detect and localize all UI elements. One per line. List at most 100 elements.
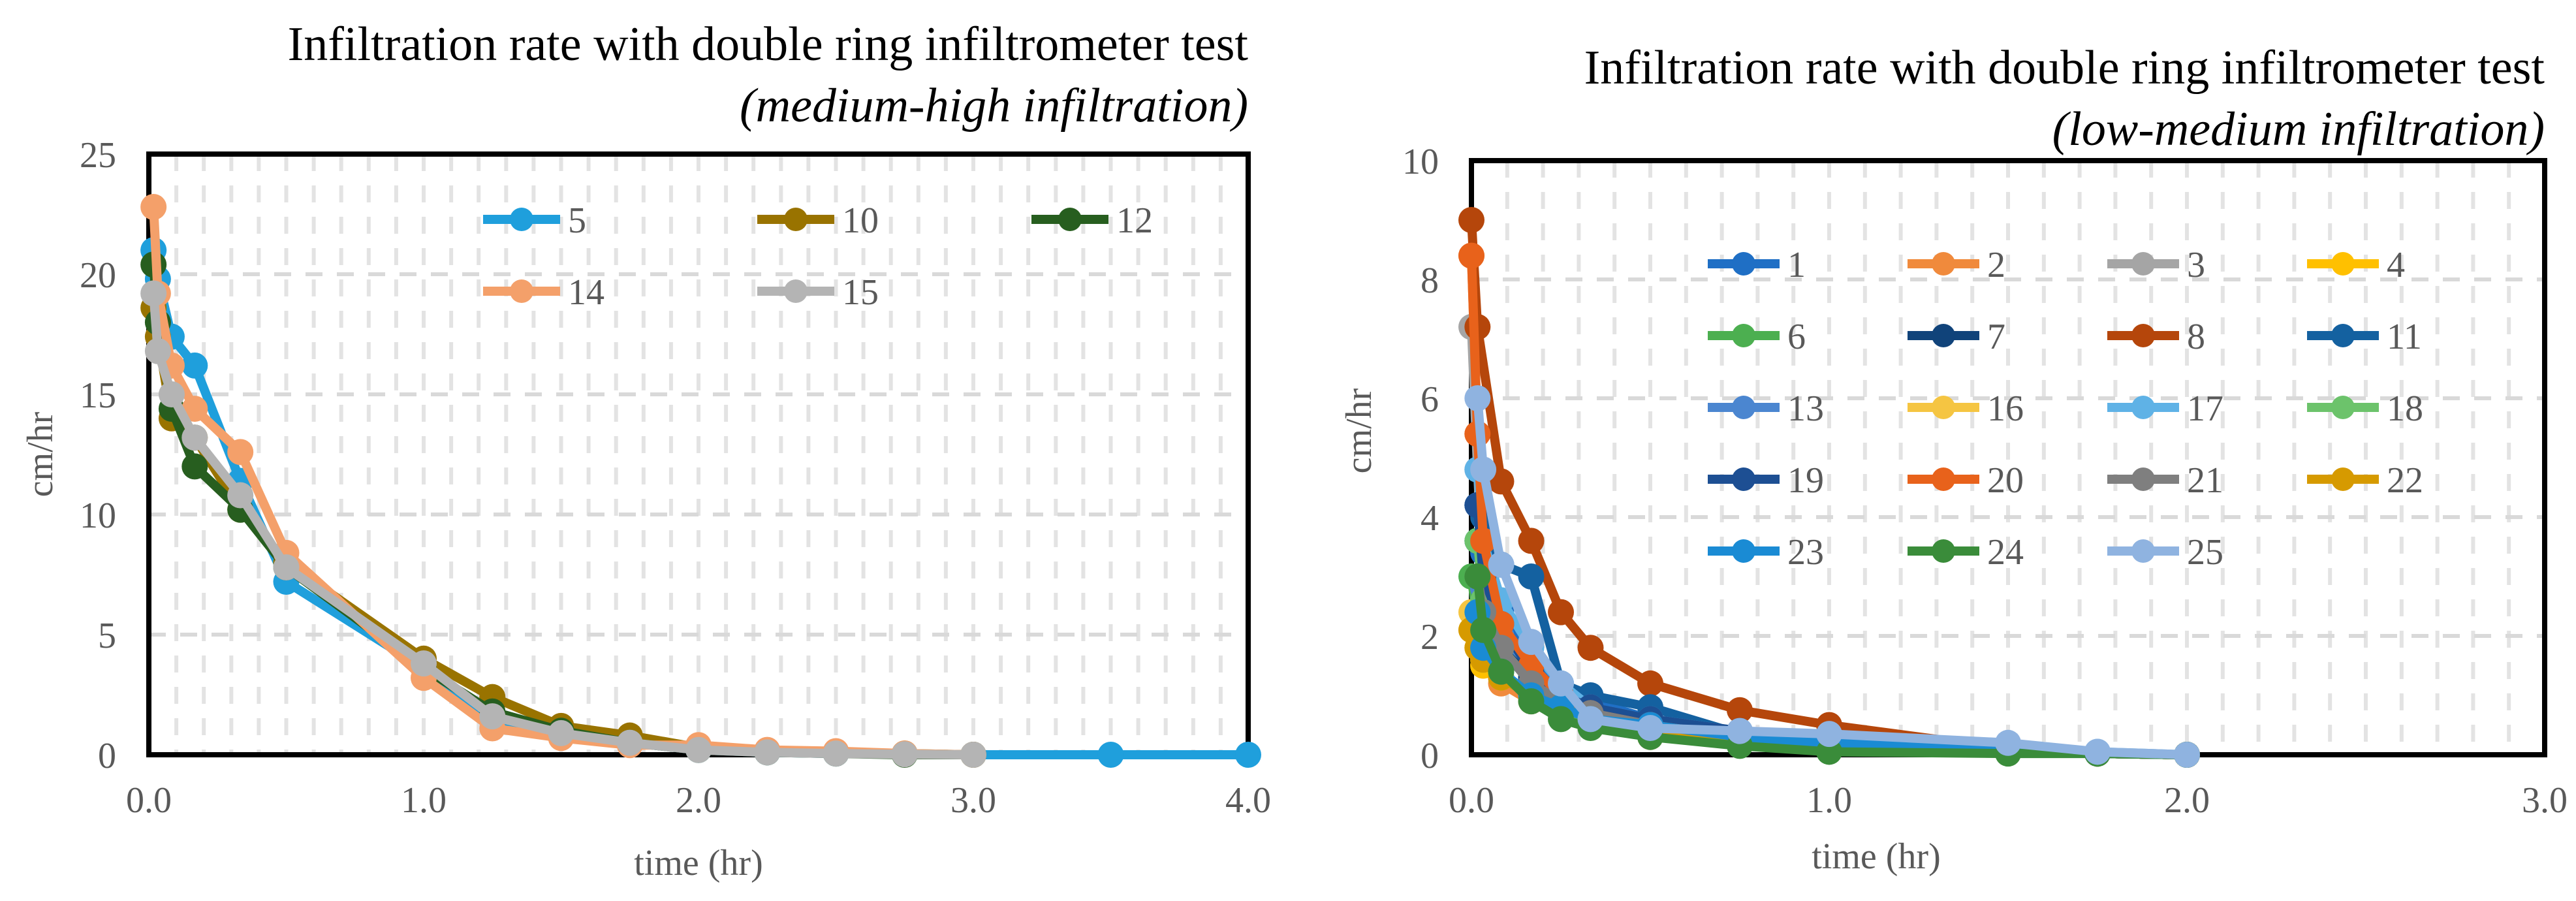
legend-item-1: 1 — [1708, 245, 1806, 285]
chart-2-x-ticks: 0.0 1.0 2.0 3.0 — [1449, 780, 2568, 821]
data-point — [1488, 551, 1515, 578]
legend-item-2: 2 — [1908, 245, 2005, 285]
legend-label: 17 — [2187, 388, 2223, 429]
legend-label: 24 — [1987, 532, 2024, 573]
chart-1: Infiltration rate with double ring infil… — [20, 18, 1271, 883]
data-point — [1637, 670, 1663, 697]
y-tick-label: 0 — [1421, 736, 1439, 776]
legend-label: 3 — [2187, 245, 2205, 285]
data-point — [140, 193, 167, 220]
data-point — [1577, 706, 1604, 733]
data-point — [227, 482, 254, 509]
chart-1-title: Infiltration rate with double ring infil… — [288, 18, 1249, 71]
legend-label: 5 — [568, 200, 586, 241]
data-point — [754, 739, 781, 766]
legend-item-12: 12 — [1031, 200, 1153, 241]
legend-swatch-marker — [1932, 324, 1955, 347]
y-tick-label: 10 — [1402, 142, 1439, 182]
x-tick-label: 3.0 — [2522, 780, 2568, 821]
data-point — [144, 338, 171, 364]
data-point — [181, 453, 208, 480]
legend-swatch-marker — [2131, 252, 2155, 276]
legend-item-6: 6 — [1708, 317, 1806, 357]
data-point — [411, 650, 437, 677]
legend-label: 21 — [2187, 460, 2223, 501]
legend-swatch-marker — [1732, 467, 1755, 491]
legend-swatch-marker — [510, 208, 533, 231]
legend-swatch-marker — [1932, 252, 1955, 276]
legend-item-3: 3 — [2107, 245, 2205, 285]
chart-2-y-ticks: 0 2 4 6 8 10 — [1402, 142, 1439, 776]
data-point — [1548, 706, 1574, 733]
data-point — [227, 439, 254, 466]
data-point — [1518, 629, 1545, 656]
legend-swatch-marker — [1932, 467, 1955, 491]
legend-item-23: 23 — [1708, 532, 1824, 573]
data-point — [1637, 715, 1663, 742]
legend-swatch-marker — [2131, 539, 2155, 563]
data-point — [1518, 528, 1545, 554]
chart-1-y-ticks: 0 5 10 15 20 25 — [80, 135, 116, 776]
data-point — [158, 381, 185, 407]
x-tick-label: 4.0 — [1225, 780, 1271, 821]
legend-label: 25 — [2187, 532, 2223, 573]
data-point — [1464, 563, 1491, 590]
data-point — [1458, 207, 1484, 233]
y-tick-label: 15 — [80, 375, 116, 416]
chart-2-series — [1458, 207, 2200, 768]
legend-swatch-marker — [1932, 539, 1955, 563]
legend-item-8: 8 — [2107, 317, 2205, 357]
legend-item-20: 20 — [1908, 460, 2024, 501]
y-tick-label: 20 — [80, 255, 116, 296]
data-point — [1470, 528, 1497, 554]
x-tick-label: 0.0 — [126, 780, 172, 821]
data-point — [2174, 742, 2200, 768]
data-point — [616, 729, 643, 756]
legend-swatch-marker — [2131, 324, 2155, 347]
legend-item-5: 5 — [483, 200, 586, 241]
legend-item-25: 25 — [2107, 532, 2223, 573]
y-tick-label: 25 — [80, 135, 116, 176]
legend-item-22: 22 — [2307, 460, 2423, 501]
data-point — [140, 280, 167, 307]
legend-swatch-marker — [2331, 324, 2355, 347]
legend-swatch-marker — [784, 279, 808, 303]
data-point — [548, 719, 574, 746]
x-tick-label: 0.0 — [1449, 780, 1494, 821]
legend-swatch-marker — [1732, 396, 1755, 419]
series-5 — [140, 237, 1261, 768]
legend-item-11: 11 — [2307, 317, 2422, 357]
data-point — [1470, 456, 1497, 483]
legend-label: 22 — [2387, 460, 2423, 501]
chart-2: Infiltration rate with double ring infil… — [1339, 41, 2568, 877]
data-point — [1470, 616, 1497, 643]
legend-swatch-marker — [2331, 252, 2355, 276]
legend-label: 7 — [1987, 317, 2005, 357]
x-tick-label: 2.0 — [676, 780, 721, 821]
x-tick-label: 1.0 — [401, 780, 447, 821]
legend-label: 11 — [2387, 317, 2422, 357]
legend-label: 20 — [1987, 460, 2024, 501]
y-tick-label: 10 — [80, 496, 116, 536]
x-tick-label: 1.0 — [1806, 780, 1852, 821]
legend-swatch-marker — [2331, 467, 2355, 491]
legend-swatch-marker — [784, 208, 808, 231]
data-point — [1518, 563, 1545, 590]
data-point — [1488, 658, 1515, 685]
data-point — [1518, 688, 1545, 715]
legend-label: 14 — [568, 272, 605, 313]
legend-label: 19 — [1787, 460, 1824, 501]
y-tick-label: 6 — [1421, 379, 1439, 420]
data-point — [1727, 697, 1753, 723]
legend-label: 8 — [2187, 317, 2205, 357]
x-tick-label: 3.0 — [950, 780, 996, 821]
legend-label: 6 — [1787, 317, 1806, 357]
data-point — [181, 396, 208, 422]
series-line-12 — [149, 264, 973, 759]
legend-label: 16 — [1987, 388, 2024, 429]
data-point — [823, 740, 849, 767]
data-point — [1548, 670, 1574, 697]
y-tick-label: 2 — [1421, 617, 1439, 657]
legend-item-15: 15 — [757, 272, 879, 313]
data-point — [181, 424, 208, 451]
